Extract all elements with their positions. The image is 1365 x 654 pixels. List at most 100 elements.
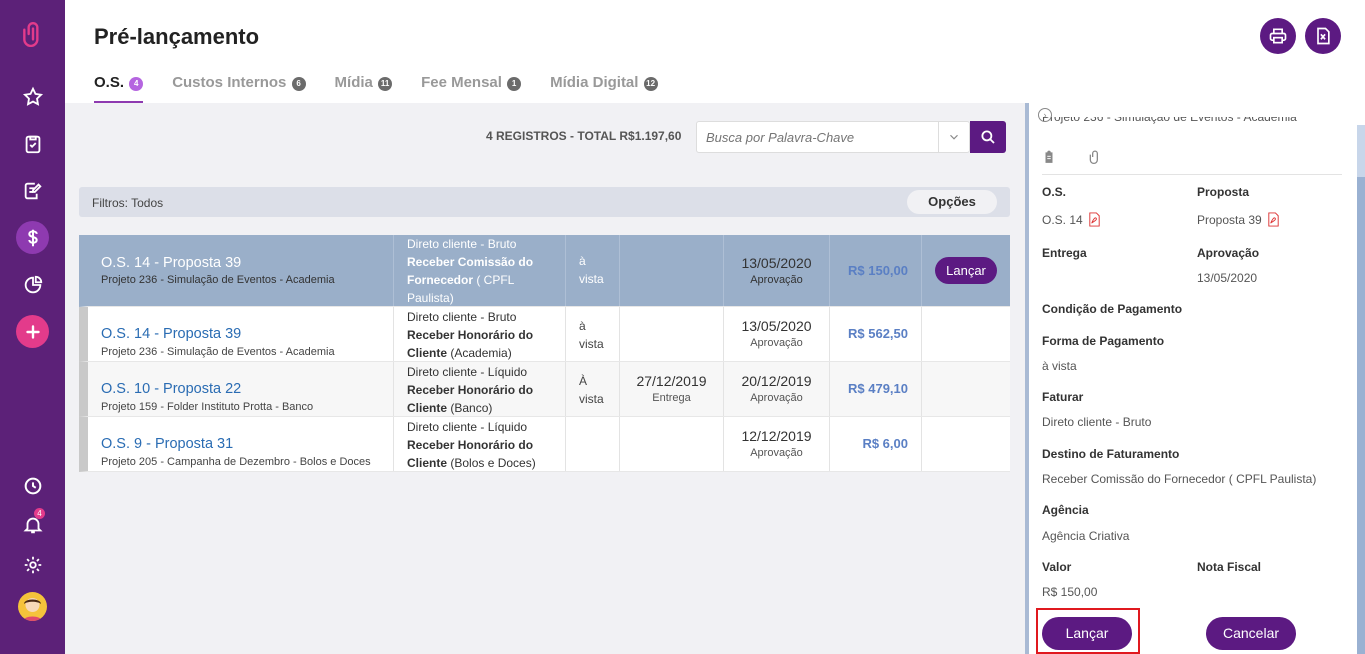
delivery-date: 27/12/2019: [636, 373, 707, 389]
proposta-value: Proposta 39: [1197, 212, 1281, 230]
page-title: Pré-lançamento: [94, 24, 260, 49]
pie-chart-icon[interactable]: [16, 268, 49, 301]
row-value: R$ 150,00: [848, 263, 908, 278]
cancelar-button[interactable]: Cancelar: [1206, 617, 1296, 650]
table-row[interactable]: O.S. 10 - Proposta 22 Projeto 159 - Folde…: [79, 362, 1010, 417]
billing-info: Direto cliente - Bruto Receber Comissão d…: [407, 237, 534, 305]
sidebar: 4: [0, 0, 65, 654]
gear-icon[interactable]: [16, 548, 49, 581]
panel-divider[interactable]: [1025, 103, 1029, 654]
table-row[interactable]: O.S. 9 - Proposta 31 Projeto 205 - Campan…: [79, 417, 1010, 472]
os-link[interactable]: O.S. 14 - Proposta 39: [101, 255, 242, 271]
edit-document-icon[interactable]: [16, 174, 49, 207]
project-label: Projeto 205 - Campanha de Dezembro - Bol…: [101, 456, 371, 468]
detail-header: Projeto 236 - Simulação de Eventos - Aca…: [1042, 117, 1297, 124]
payment-condition: à vista: [579, 254, 604, 286]
approval-label: Aprovação: [750, 392, 803, 404]
delivery-label: Entrega: [652, 392, 691, 404]
tab-os[interactable]: O.S. 4: [94, 74, 144, 103]
tab-custos-internos[interactable]: Custos Internos 6: [172, 74, 306, 103]
clock-icon[interactable]: [16, 469, 49, 502]
print-button[interactable]: [1260, 18, 1296, 54]
main-panel: 4 REGISTROS - TOTAL R$1.197,60 Filtros: …: [65, 103, 1025, 654]
aprovacao-value: 13/05/2020: [1197, 271, 1258, 285]
divider-line: [1042, 174, 1342, 175]
tabs: O.S. 4 Custos Internos 6 Mídia 11 Fee Me…: [94, 74, 687, 103]
tab-midia-digital[interactable]: Mídia Digital 12: [550, 74, 658, 103]
search-input[interactable]: [697, 122, 937, 152]
highlight-box: [1036, 608, 1140, 654]
approval-date: 13/05/2020: [741, 318, 812, 334]
tab-midia[interactable]: Mídia 11: [335, 74, 393, 103]
logo-paperclip-icon[interactable]: [16, 17, 49, 50]
row-value: R$ 6,00: [862, 436, 908, 451]
export-excel-button[interactable]: [1305, 18, 1341, 54]
filters-label: Filtros: Todos: [92, 196, 164, 210]
approval-date: 12/12/2019: [741, 428, 812, 444]
billing-info: Direto cliente - Bruto Receber Honorário …: [407, 310, 534, 360]
options-button[interactable]: Opções: [907, 190, 997, 214]
os-value: O.S. 14: [1042, 212, 1102, 230]
nota-fiscal-label: Nota Fiscal: [1197, 560, 1262, 574]
detail-tabs: [1042, 149, 1102, 165]
table-row[interactable]: O.S. 14 - Proposta 39 Projeto 236 - Simul…: [79, 307, 1010, 362]
forma-label: Forma de Pagamento: [1042, 334, 1165, 348]
faturar-label: Faturar: [1042, 390, 1084, 404]
faturar-value: Direto cliente - Bruto: [1042, 415, 1152, 429]
records-summary: 4 REGISTROS - TOTAL R$1.197,60: [486, 129, 682, 143]
star-icon[interactable]: [16, 80, 49, 113]
approval-label: Aprovação: [750, 274, 803, 286]
filters-bar: Filtros: Todos Opções: [79, 187, 1010, 217]
collapse-panel-icon[interactable]: ›: [1038, 108, 1052, 122]
avatar[interactable]: [18, 592, 47, 621]
scrollbar[interactable]: [1357, 125, 1365, 654]
lancar-button[interactable]: Lançar: [1042, 617, 1132, 650]
os-label: O.S.: [1042, 185, 1067, 199]
forma-value: à vista: [1042, 359, 1077, 373]
valor-value: R$ 150,00: [1042, 585, 1098, 599]
approval-label: Aprovação: [750, 447, 803, 459]
os-link[interactable]: O.S. 14 - Proposta 39: [101, 326, 242, 342]
os-table: O.S. 14 - Proposta 39 Projeto 236 - Simul…: [79, 235, 1010, 472]
os-link[interactable]: O.S. 9 - Proposta 31: [101, 436, 234, 452]
search-button[interactable]: [970, 121, 1006, 153]
agencia-value: Agência Criativa: [1042, 529, 1130, 543]
approval-date: 20/12/2019: [741, 373, 812, 389]
billing-info: Direto cliente - Líquido Receber Honorári…: [407, 365, 534, 415]
billing-info: Direto cliente - Líquido Receber Honorári…: [407, 420, 536, 470]
clipboard-icon[interactable]: [1042, 149, 1056, 165]
pdf-icon[interactable]: [1087, 212, 1102, 230]
printer-icon: [1269, 28, 1287, 44]
approval-label: Aprovação: [750, 337, 803, 349]
detail-panel: › Projeto 236 - Simulação de Eventos - A…: [1029, 103, 1365, 654]
project-label: Projeto 236 - Simulação de Eventos - Aca…: [101, 274, 335, 286]
aprovacao-label: Aprovação: [1197, 246, 1260, 260]
destino-label: Destino de Faturamento: [1042, 447, 1180, 461]
search-icon: [981, 130, 995, 144]
scrollbar-thumb[interactable]: [1357, 177, 1365, 654]
os-link[interactable]: O.S. 10 - Proposta 22: [101, 381, 242, 397]
valor-label: Valor: [1042, 560, 1072, 574]
attachment-icon[interactable]: [1088, 149, 1102, 165]
project-label: Projeto 159 - Folder Instituto Protta - …: [101, 401, 314, 413]
tab-fee-mensal[interactable]: Fee Mensal 1: [421, 74, 522, 103]
entrega-label: Entrega: [1042, 246, 1087, 260]
clipboard-check-icon[interactable]: [16, 127, 49, 160]
row-value: R$ 479,10: [848, 381, 908, 396]
bell-icon[interactable]: 4: [16, 508, 49, 541]
condicao-label: Condição de Pagamento: [1042, 302, 1183, 316]
row-value: R$ 562,50: [848, 326, 908, 341]
table-row[interactable]: O.S. 14 - Proposta 39 Projeto 236 - Simul…: [79, 235, 1010, 307]
payment-condition: À vista: [579, 374, 604, 406]
destino-value: Receber Comissão do Fornecedor ( CPFL Pa…: [1042, 472, 1317, 486]
row-lancar-button[interactable]: Lançar: [935, 257, 997, 284]
plus-icon[interactable]: [16, 315, 49, 348]
chevron-down-icon[interactable]: [938, 122, 969, 152]
search-box: [696, 121, 970, 153]
dollar-icon[interactable]: [16, 221, 49, 254]
agencia-label: Agência: [1042, 503, 1089, 517]
pdf-icon[interactable]: [1266, 212, 1281, 230]
proposta-label: Proposta: [1197, 185, 1250, 199]
payment-condition: à vista: [579, 319, 604, 351]
project-label: Projeto 236 - Simulação de Eventos - Aca…: [101, 346, 335, 358]
